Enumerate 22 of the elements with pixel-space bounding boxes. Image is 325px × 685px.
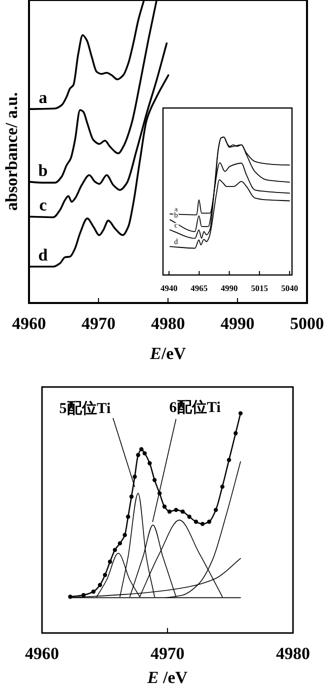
x-tick-label: 4970: [82, 314, 116, 333]
x-tick-label: 4960: [12, 314, 46, 333]
y-axis-title: absorbance/ a.u.: [2, 92, 21, 211]
x-tick-label: 4990: [220, 283, 238, 293]
annotation: 6配位Ti: [169, 399, 221, 416]
x-tick-label: 4965: [190, 283, 208, 293]
x-tick-label: 4970: [150, 644, 184, 663]
series-label: c: [39, 196, 48, 215]
x-tick-label: 5000: [290, 314, 324, 333]
x-tick-label: 5015: [250, 283, 268, 293]
x-tick-label: 4940: [160, 283, 178, 293]
x-tick-label: 4980: [151, 314, 185, 333]
x-tick-label: 5040: [281, 283, 298, 293]
annotation: 5配位Ti: [59, 400, 111, 417]
x-tick-label: 4990: [220, 314, 254, 333]
x-tick-label: 4980: [276, 644, 310, 663]
x-axis-title: E/eV: [149, 344, 187, 363]
x-tick-label: 4960: [25, 644, 59, 663]
x-axis-title: E /eV: [146, 668, 188, 685]
series-label: b: [38, 160, 48, 180]
series-label: d: [38, 246, 48, 265]
series-label: a: [38, 88, 48, 108]
